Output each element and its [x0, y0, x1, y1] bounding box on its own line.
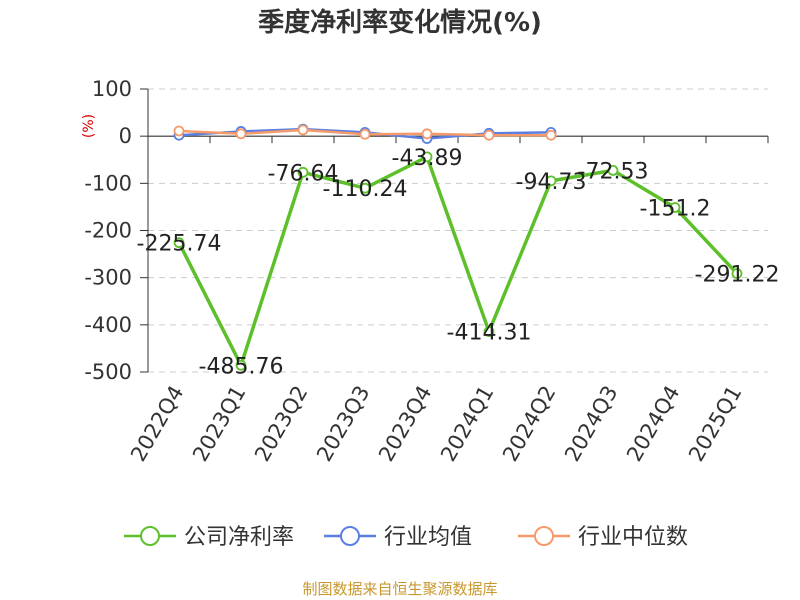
x-tick-label: 2024Q3: [560, 382, 622, 466]
y-tick-label: -100: [84, 171, 132, 195]
x-tick-label: 2024Q2: [498, 382, 560, 466]
legend-item[interactable]: 行业中位数: [518, 525, 688, 550]
data-point: [173, 125, 185, 137]
x-tick-label: 2023Q2: [250, 382, 312, 466]
y-tick-label: 100: [92, 77, 132, 101]
legend-label: 行业均值: [384, 525, 472, 550]
legend-item[interactable]: 公司净利率: [124, 525, 294, 550]
data-label: -94.73: [516, 170, 587, 195]
data-label: -485.76: [199, 354, 284, 379]
series-line: [177, 155, 739, 368]
legend-item[interactable]: 行业均值: [324, 525, 472, 550]
data-label: -43.89: [392, 146, 463, 171]
legend-marker: [140, 526, 160, 546]
data-label: -72.53: [578, 159, 649, 184]
x-tick-label: 2024Q4: [622, 382, 684, 466]
x-tick-label: 2025Q1: [684, 382, 746, 466]
data-point: [359, 128, 371, 140]
y-tick-label: -300: [84, 266, 132, 290]
x-tick-label: 2022Q4: [126, 382, 188, 466]
data-point: [669, 202, 681, 213]
legend-label: 行业中位数: [578, 525, 688, 550]
data-labels: -225.74 -485.76 -76.64-110.24 -43.89 -414.31…: [137, 146, 780, 379]
legend-marker: [340, 526, 360, 546]
data-label: -225.74: [137, 232, 222, 257]
data-point: [731, 268, 743, 279]
y-tick-label: -400: [84, 313, 132, 337]
series-0: [173, 151, 743, 371]
y-tick-label: -500: [84, 360, 132, 384]
data-point: [421, 128, 433, 140]
data-point: [607, 164, 619, 176]
series: [173, 123, 743, 371]
data-point: [297, 124, 309, 136]
y-tick-label: 0: [119, 124, 132, 148]
x-tick-label: 2023Q1: [188, 382, 250, 466]
data-label: -76.64: [268, 161, 339, 186]
data-point: [483, 326, 495, 337]
data-point: [421, 151, 433, 163]
legend-marker: [534, 526, 554, 546]
y-tick-label: -200: [84, 219, 132, 243]
data-label: -151.2: [640, 196, 711, 221]
legend-label: 公司净利率: [184, 525, 294, 550]
data-label: -291.22: [695, 263, 780, 288]
x-tick-label: 2024Q1: [436, 382, 498, 466]
data-point: [483, 129, 495, 141]
legend: 公司净利率 行业均值 行业中位数: [124, 525, 688, 550]
x-tick-label: 2023Q3: [312, 382, 374, 466]
data-point: [545, 129, 557, 141]
data-point: [235, 128, 247, 140]
grid: [148, 88, 768, 373]
source-note: 制图数据来自恒生聚源数据库: [302, 580, 497, 598]
series-2: [173, 124, 557, 141]
chart-title: 季度净利率变化情况(%): [258, 7, 542, 38]
data-point: [545, 175, 557, 187]
data-label: -414.31: [447, 321, 532, 346]
data-point: [173, 237, 185, 249]
data-point: [235, 359, 247, 371]
data-point: [297, 166, 309, 178]
y-axis-unit: (%): [81, 114, 97, 138]
x-tick-label: 2023Q4: [374, 382, 436, 466]
data-point: [359, 182, 371, 194]
data-label: -110.24: [323, 177, 408, 202]
